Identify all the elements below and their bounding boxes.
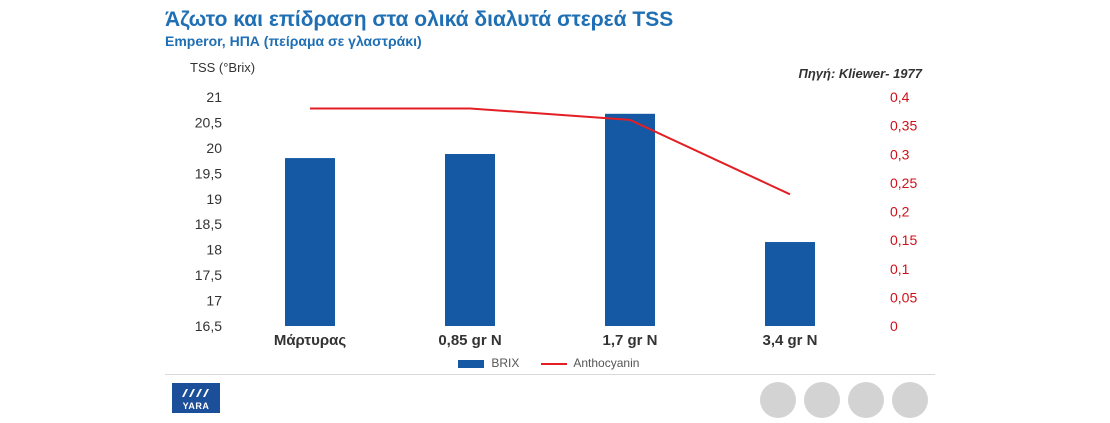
yara-logo: YARA	[172, 383, 220, 413]
y-tick-label: 20	[206, 140, 222, 156]
y2-tick-label: 0,3	[890, 146, 910, 162]
y-tick-label: 21	[206, 89, 222, 105]
legend-label-anthocyanin: Anthocyanin	[573, 355, 640, 370]
y2-tick-label: 0,35	[890, 118, 917, 134]
nav-dot[interactable]	[848, 382, 884, 418]
y2-tick-label: 0,1	[890, 261, 910, 277]
anthocyanin-line	[310, 107, 791, 196]
y-tick-label: 20,5	[195, 114, 222, 130]
legend-label-brix: BRIX	[491, 355, 520, 370]
legend-swatch-brix	[458, 359, 484, 368]
bar-3	[605, 113, 655, 326]
nav-dot[interactable]	[760, 382, 796, 418]
chart-title: Άζωτο και επίδραση στα ολικά διαλυτά στε…	[165, 8, 674, 31]
legend-item-brix: BRIX	[458, 356, 519, 370]
y2-tick-label: 0	[890, 318, 898, 334]
y-tick-label: 19	[206, 191, 222, 207]
yara-ship-icon	[182, 389, 209, 397]
bar-2	[445, 153, 495, 326]
bar-4	[765, 242, 815, 326]
nav-dot[interactable]	[892, 382, 928, 418]
x-tick-label: 3,4 gr N	[762, 332, 817, 349]
y-tick-label: 17,5	[195, 267, 222, 283]
y-tick-label: 18,5	[195, 216, 222, 232]
x-tick-label: 0,85 gr N	[438, 332, 501, 349]
y-tick-label: 18	[206, 242, 222, 258]
y2-tick-label: 0,15	[890, 232, 917, 248]
legend-swatch-anthocyanin	[540, 362, 567, 365]
logo-text: YARA	[182, 401, 210, 411]
x-tick-label: Μάρτυρας	[274, 332, 347, 349]
y-tick-label: 16,5	[195, 318, 222, 334]
y-tick-label: 19,5	[195, 165, 222, 181]
y-tick-label: 17	[206, 293, 222, 309]
y2-tick-label: 0,2	[890, 204, 910, 220]
source-note: Πηγή: Kliewer- 1977	[798, 66, 923, 81]
footer-divider	[165, 374, 935, 375]
nav-dot[interactable]	[804, 382, 840, 418]
y-axis-label: TSS (°Brix)	[190, 60, 256, 75]
y2-tick-label: 0,4	[890, 89, 910, 105]
y2-tick-label: 0,05	[890, 289, 917, 305]
bar-1	[285, 158, 335, 326]
chart-subtitle: Emperor, ΗΠΑ (πείραμα σε γλαστράκι)	[165, 33, 422, 49]
legend-item-anthocyanin: Anthocyanin	[540, 355, 640, 370]
y2-tick-label: 0,25	[890, 175, 917, 191]
legend: BRIX Anthocyanin	[458, 355, 657, 370]
slide-nav-dots	[760, 382, 936, 423]
x-tick-label: 1,7 gr N	[602, 332, 657, 349]
